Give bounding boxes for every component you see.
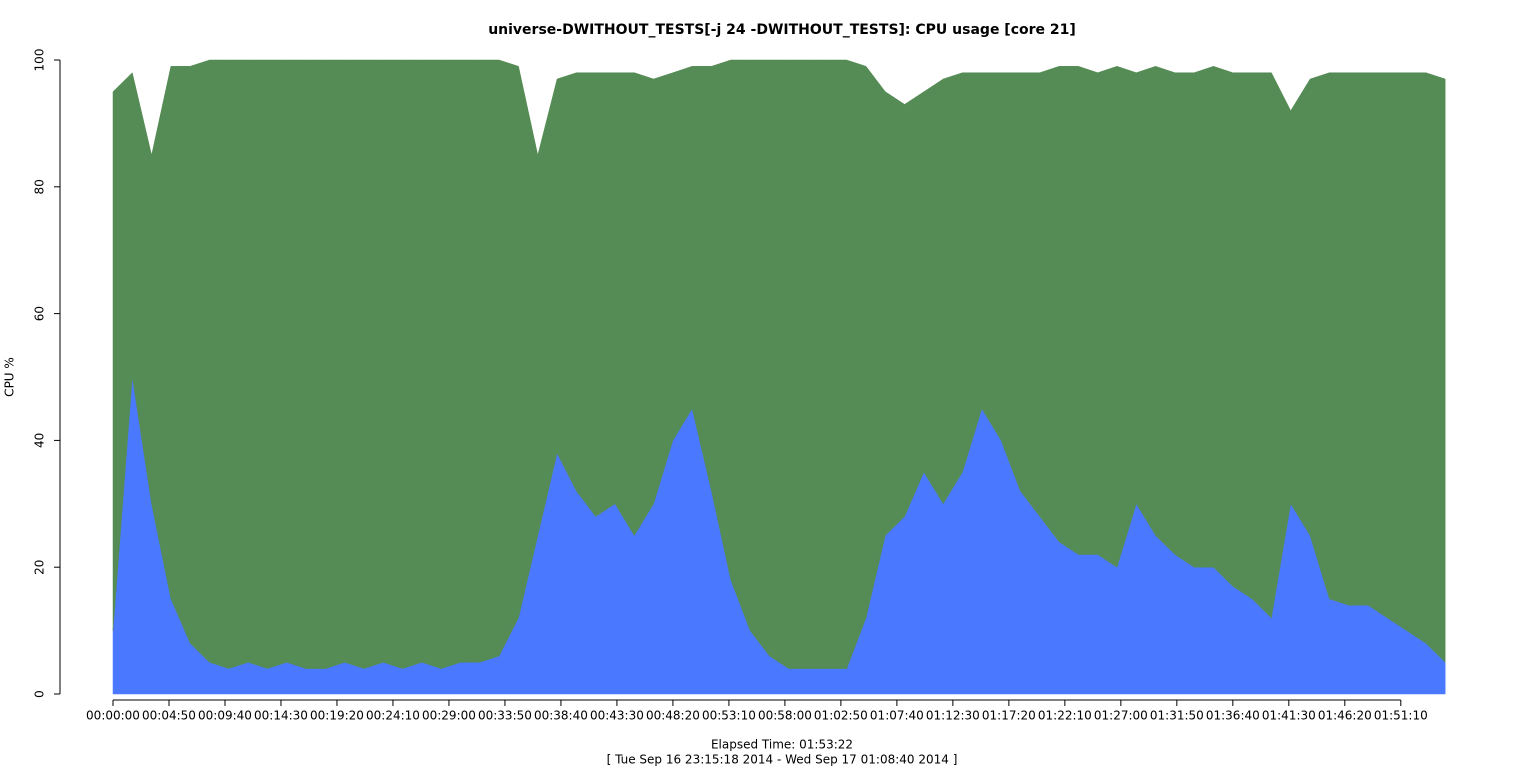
y-tick-label: 60 (33, 306, 47, 321)
x-tick-label: 00:09:40 (198, 709, 252, 723)
x-tick-label: 01:41:30 (1262, 709, 1316, 723)
y-tick-label: 80 (33, 179, 47, 194)
x-tick-label: 00:00:00 (86, 709, 140, 723)
x-tick-label: 01:27:00 (1094, 709, 1148, 723)
chart-title: universe-DWITHOUT_TESTS[-j 24 -DWITHOUT_… (488, 22, 1076, 38)
y-tick-label: 20 (33, 560, 47, 575)
x-tick-label: 00:14:30 (254, 709, 308, 723)
y-tick-label: 0 (33, 690, 47, 698)
x-tick-label: 00:29:00 (422, 709, 476, 723)
x-tick-label: 00:19:20 (310, 709, 364, 723)
x-tick-label: 00:58:00 (758, 709, 812, 723)
x-tick-label: 00:48:20 (646, 709, 700, 723)
x-tick-label: 00:38:40 (534, 709, 588, 723)
x-axis-label: Elapsed Time: 01:53:22 (711, 738, 853, 752)
y-tick-label: 40 (33, 433, 47, 448)
y-tick-label: 100 (33, 49, 47, 72)
x-tick-label: 01:46:20 (1318, 709, 1372, 723)
x-tick-label: 00:33:50 (478, 709, 532, 723)
x-tick-label: 01:51:10 (1374, 709, 1428, 723)
x-tick-label: 01:02:50 (814, 709, 868, 723)
x-tick-label: 00:43:30 (590, 709, 644, 723)
subtitle: [ Tue Sep 16 23:15:18 2014 - Wed Sep 17 … (607, 753, 958, 767)
x-tick-label: 00:24:10 (366, 709, 420, 723)
x-tick-label: 00:04:50 (142, 709, 196, 723)
x-tick-label: 01:36:40 (1206, 709, 1260, 723)
x-tick-label: 01:31:50 (1150, 709, 1204, 723)
x-tick-label: 01:22:10 (1038, 709, 1092, 723)
x-tick-label: 00:53:10 (702, 709, 756, 723)
x-tick-label: 01:17:20 (982, 709, 1036, 723)
y-axis-label: CPU % (3, 357, 17, 397)
x-tick-label: 01:12:30 (926, 709, 980, 723)
x-tick-label: 01:07:40 (870, 709, 924, 723)
area (112, 59, 1446, 669)
